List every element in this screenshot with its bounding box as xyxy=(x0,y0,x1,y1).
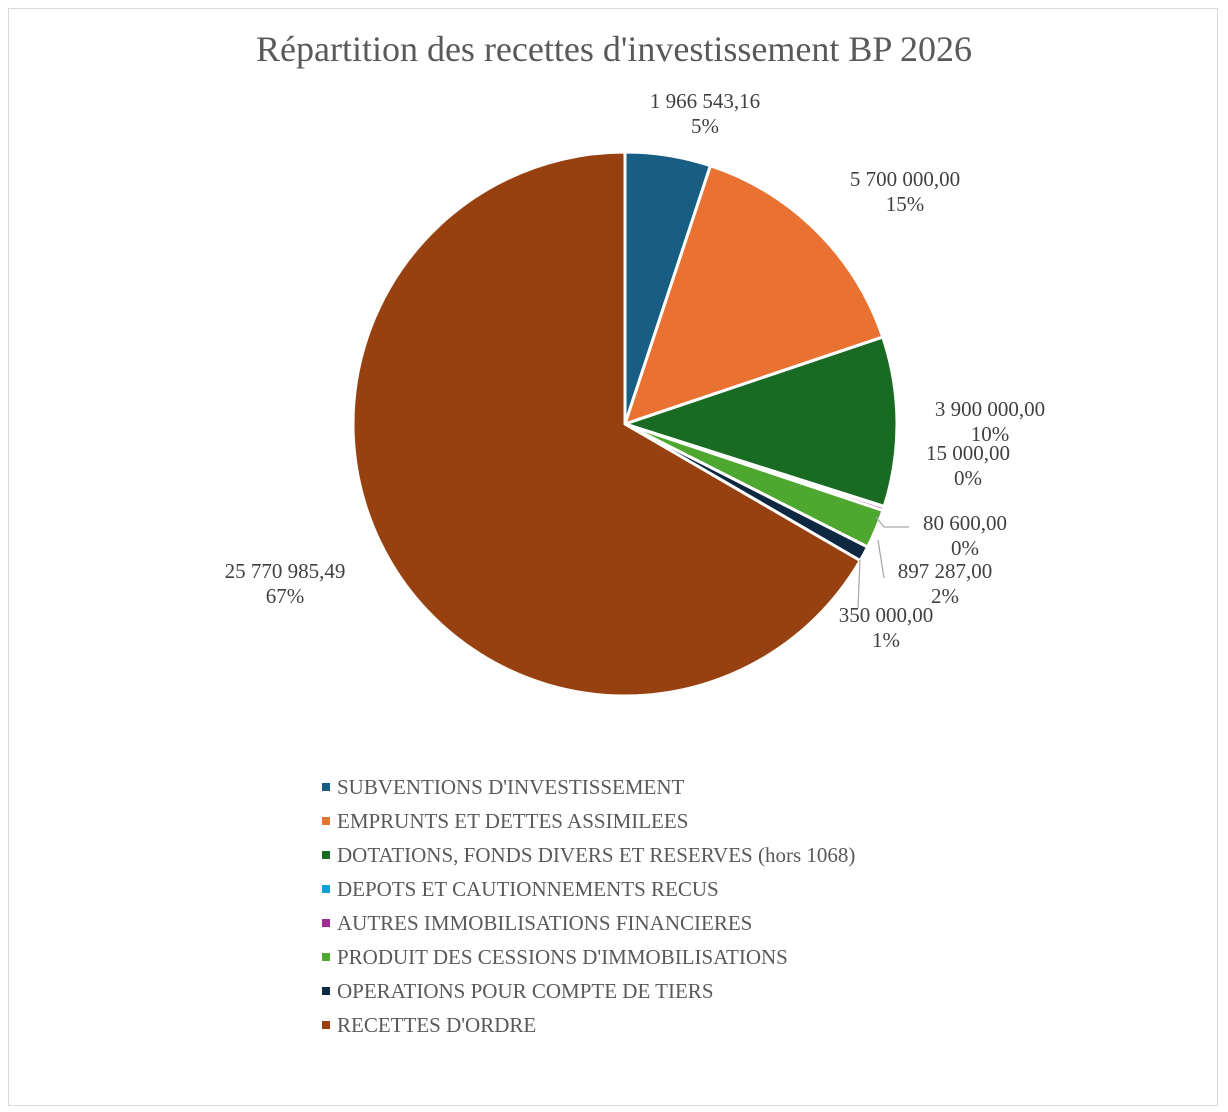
data-label-value-2: 3 900 000,00 xyxy=(935,397,1045,421)
data-label-percent-4: 0% xyxy=(951,536,979,560)
legend-label-5: PRODUIT DES CESSIONS D'IMMOBILISATIONS xyxy=(337,944,788,969)
legend-swatch-3 xyxy=(322,885,330,893)
legend-swatch-7 xyxy=(322,1021,330,1029)
legend-item-2: DOTATIONS, FONDS DIVERS ET RESERVES (hor… xyxy=(322,838,855,872)
data-label-percent-6: 1% xyxy=(872,628,900,652)
legend-item-5: PRODUIT DES CESSIONS D'IMMOBILISATIONS xyxy=(322,940,855,974)
chart-title: Répartition des recettes d'investissemen… xyxy=(255,29,973,69)
leader-line-5 xyxy=(877,539,885,579)
legend-label-2: DOTATIONS, FONDS DIVERS ET RESERVES (hor… xyxy=(337,842,856,867)
data-label-value-5: 897 287,00 xyxy=(898,559,993,583)
legend-swatch-0 xyxy=(322,783,330,791)
legend-label-3: DEPOTS ET CAUTIONNEMENTS RECUS xyxy=(337,876,719,901)
legend-swatch-5 xyxy=(322,953,330,961)
data-label-percent-3: 0% xyxy=(954,466,982,490)
data-label-percent-7: 67% xyxy=(266,584,305,608)
pie-slice-1 xyxy=(623,164,885,426)
legend-swatch-1 xyxy=(322,817,330,825)
leader-line-4 xyxy=(875,516,909,528)
legend-item-1: EMPRUNTS ET DETTES ASSIMILEES xyxy=(322,804,855,838)
legend-item-0: SUBVENTIONS D'INVESTISSEMENT xyxy=(322,770,855,804)
legend-label-7: RECETTES D'ORDRE xyxy=(337,1012,537,1037)
data-label-value-7: 25 770 985,49 xyxy=(225,559,346,583)
data-label-value-6: 350 000,00 xyxy=(839,603,934,627)
legend-item-6: OPERATIONS POUR COMPTE DE TIERS xyxy=(322,974,855,1008)
pie-slice-7 xyxy=(351,150,862,698)
legend-label-4: AUTRES IMMOBILISATIONS FINANCIERES xyxy=(337,910,753,935)
data-label-percent-0: 5% xyxy=(691,114,719,138)
legend-label-6: OPERATIONS POUR COMPTE DE TIERS xyxy=(337,978,714,1003)
data-label-value-0: 1 966 543,16 xyxy=(650,89,760,113)
data-label-percent-5: 2% xyxy=(931,584,959,608)
legend-label-1: EMPRUNTS ET DETTES ASSIMILEES xyxy=(337,808,689,833)
legend-item-7: RECETTES D'ORDRE xyxy=(322,1008,855,1042)
legend-item-3: DEPOTS ET CAUTIONNEMENTS RECUS xyxy=(322,872,855,906)
data-label-percent-1: 15% xyxy=(886,192,925,216)
pie-slice-2 xyxy=(623,335,899,508)
data-label-value-3: 15 000,00 xyxy=(926,441,1010,465)
leader-line-6 xyxy=(857,559,861,609)
legend-swatch-2 xyxy=(322,851,330,859)
data-label-percent-2: 10% xyxy=(971,422,1010,446)
legend-swatch-4 xyxy=(322,919,330,927)
data-label-value-1: 5 700 000,00 xyxy=(850,167,960,191)
legend-label-0: SUBVENTIONS D'INVESTISSEMENT xyxy=(337,774,685,799)
legend-swatch-6 xyxy=(322,987,330,995)
legend: SUBVENTIONS D'INVESTISSEMENT EMPRUNTS ET … xyxy=(322,770,855,1042)
data-label-value-4: 80 600,00 xyxy=(923,511,1007,535)
legend-item-4: AUTRES IMMOBILISATIONS FINANCIERES xyxy=(322,906,855,940)
